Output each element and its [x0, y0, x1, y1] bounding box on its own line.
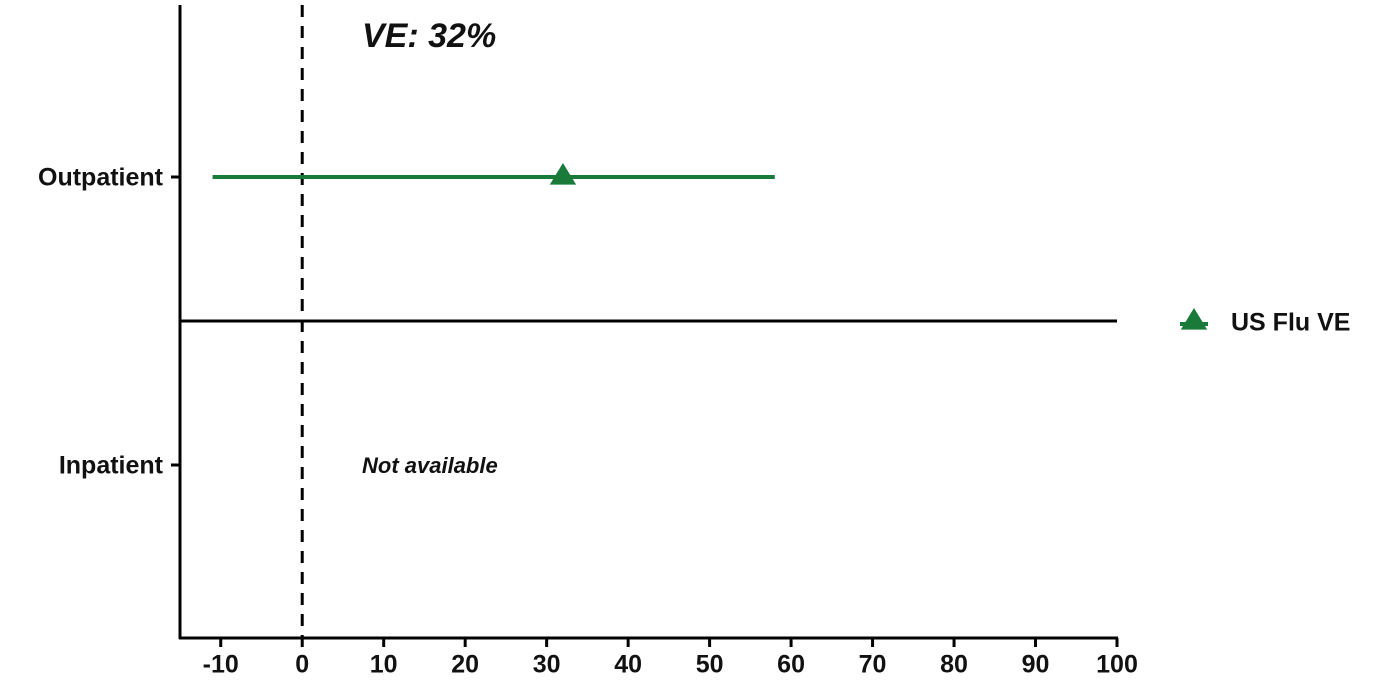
legend-label: US Flu VE — [1231, 309, 1350, 337]
x-tick-label: 70 — [859, 651, 887, 679]
point-estimate — [549, 163, 577, 185]
x-tick-label: 10 — [370, 651, 398, 679]
y-tick-label: Inpatient — [59, 452, 164, 480]
legend-marker — [1180, 308, 1208, 330]
annotation: VE: 32% — [362, 17, 496, 55]
x-tick-label: 50 — [696, 651, 724, 679]
x-tick-label: 90 — [1022, 651, 1050, 679]
x-tick-label: 20 — [451, 651, 479, 679]
x-tick-label: 100 — [1096, 651, 1138, 679]
x-tick-label: 0 — [295, 651, 309, 679]
x-tick-label: 80 — [940, 651, 968, 679]
x-tick-label: 60 — [777, 651, 805, 679]
y-tick-label: Outpatient — [38, 164, 164, 192]
x-tick-label: 40 — [614, 651, 642, 679]
x-tick-label: 30 — [533, 651, 561, 679]
annotation: Not available — [362, 453, 498, 478]
x-tick-label: -10 — [203, 651, 239, 679]
